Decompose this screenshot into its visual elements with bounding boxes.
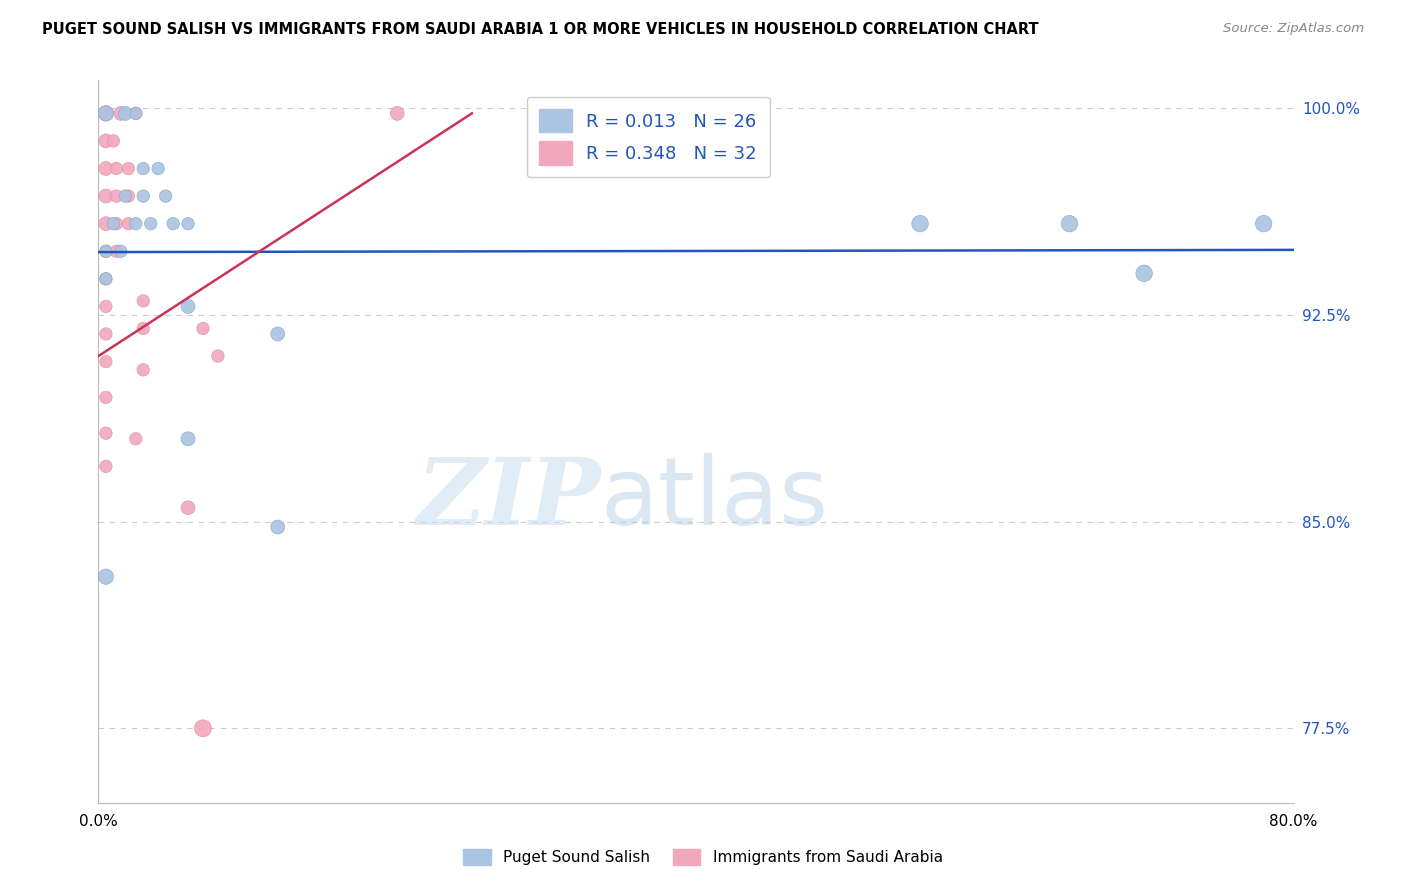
Point (103, 134, 125, 148)
Point (125, 432, 148, 446)
Point (94, 354, 117, 368)
Point (908, 217, 931, 231)
Point (94, 106, 117, 120)
Point (117, 161, 139, 176)
Point (117, 217, 139, 231)
Point (132, 161, 155, 176)
Point (162, 217, 184, 231)
Point (114, 106, 136, 120)
Point (155, 189, 177, 203)
Point (94, 161, 117, 176)
Point (385, 106, 409, 120)
Point (191, 722, 214, 736)
Point (177, 217, 200, 231)
Text: atlas: atlas (600, 453, 828, 545)
Point (105, 161, 128, 176)
Point (110, 106, 132, 120)
Point (94, 272, 117, 286)
Point (177, 500, 200, 515)
Text: PUGET SOUND SALISH VS IMMIGRANTS FROM SAUDI ARABIA 1 OR MORE VEHICLES IN HOUSEHO: PUGET SOUND SALISH VS IMMIGRANTS FROM SA… (42, 22, 1039, 37)
Point (94, 569, 117, 583)
Point (105, 217, 128, 231)
Point (191, 321, 214, 335)
Point (94, 106, 117, 120)
Point (117, 189, 139, 203)
Point (139, 217, 162, 231)
Point (105, 244, 128, 259)
Point (94, 134, 117, 148)
Legend: Puget Sound Salish, Immigrants from Saudi Arabia: Puget Sound Salish, Immigrants from Saud… (457, 843, 949, 871)
Point (1059, 217, 1081, 231)
Point (148, 161, 170, 176)
Point (207, 349, 229, 363)
Point (94, 272, 117, 286)
Point (105, 189, 128, 203)
Text: ZIP: ZIP (416, 454, 600, 544)
Point (125, 106, 148, 120)
Point (177, 432, 200, 446)
Point (267, 326, 290, 341)
Point (94, 217, 117, 231)
Point (132, 293, 155, 308)
Point (94, 189, 117, 203)
Point (94, 459, 117, 474)
Point (94, 244, 117, 259)
Point (267, 520, 290, 534)
Point (94, 300, 117, 314)
Point (132, 321, 155, 335)
Point (125, 106, 148, 120)
Point (94, 426, 117, 441)
Point (114, 189, 136, 203)
Point (132, 189, 155, 203)
Point (94, 391, 117, 405)
Point (125, 217, 148, 231)
Point (177, 300, 200, 314)
Point (103, 217, 125, 231)
Point (110, 244, 132, 259)
Legend: R = 0.013   N = 26, R = 0.348   N = 32: R = 0.013 N = 26, R = 0.348 N = 32 (527, 96, 769, 178)
Text: Source: ZipAtlas.com: Source: ZipAtlas.com (1223, 22, 1364, 36)
Point (1253, 217, 1275, 231)
Point (94, 244, 117, 259)
Point (132, 363, 155, 377)
Point (94, 326, 117, 341)
Point (1133, 266, 1156, 280)
